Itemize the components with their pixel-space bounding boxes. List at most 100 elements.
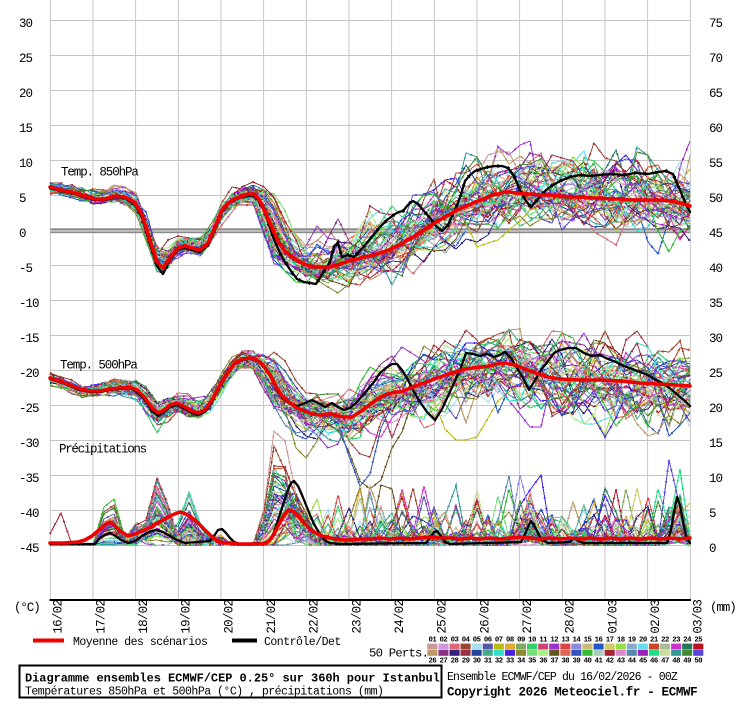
svg-text:12: 12 [550, 637, 558, 645]
svg-text:45: 45 [709, 227, 723, 241]
svg-text:18/02: 18/02 [137, 600, 151, 634]
svg-text:05: 05 [473, 637, 481, 645]
svg-text:10: 10 [709, 472, 723, 486]
svg-text:70: 70 [709, 52, 723, 66]
svg-text:35: 35 [709, 297, 723, 311]
svg-text:34: 34 [517, 657, 526, 665]
svg-text:Ensemble ECMWF/CEP du 16/02/20: Ensemble ECMWF/CEP du 16/02/2026 - 00Z [447, 671, 678, 684]
svg-text:37: 37 [550, 657, 558, 665]
svg-text:Temp. 850hPa: Temp. 850hPa [61, 166, 139, 180]
svg-text:42: 42 [606, 657, 614, 665]
svg-text:45: 45 [639, 657, 647, 665]
svg-text:11: 11 [539, 637, 548, 645]
svg-text:40: 40 [584, 657, 592, 665]
svg-text:25: 25 [19, 52, 33, 66]
svg-text:01: 01 [428, 637, 437, 645]
svg-text:16: 16 [595, 637, 603, 645]
svg-text:(mm): (mm) [710, 601, 736, 615]
svg-text:22: 22 [661, 637, 669, 645]
svg-text:Moyenne des scénarios: Moyenne des scénarios [73, 636, 207, 649]
svg-text:5: 5 [19, 192, 26, 206]
svg-text:5: 5 [709, 507, 716, 521]
svg-text:43: 43 [617, 657, 626, 665]
svg-text:50: 50 [709, 192, 723, 206]
svg-text:20/02: 20/02 [222, 600, 236, 634]
svg-text:01/03: 01/03 [606, 600, 620, 634]
svg-text:48: 48 [672, 657, 680, 665]
svg-text:23/02: 23/02 [350, 600, 364, 634]
svg-text:16/02: 16/02 [52, 600, 66, 634]
svg-text:60: 60 [709, 122, 723, 136]
svg-text:28: 28 [451, 657, 459, 665]
svg-text:-5: -5 [19, 262, 33, 276]
svg-text:08: 08 [506, 637, 514, 645]
svg-text:46: 46 [650, 657, 658, 665]
svg-text:-25: -25 [19, 402, 39, 416]
svg-text:0: 0 [709, 542, 716, 556]
svg-text:55: 55 [709, 157, 723, 171]
svg-text:38: 38 [561, 657, 569, 665]
svg-text:15: 15 [584, 637, 592, 645]
svg-text:15: 15 [19, 122, 33, 136]
svg-text:30: 30 [19, 17, 33, 31]
svg-text:35: 35 [528, 657, 536, 665]
svg-text:20: 20 [19, 87, 33, 101]
svg-text:-45: -45 [19, 542, 39, 556]
svg-text:21/02: 21/02 [265, 600, 279, 634]
svg-text:07: 07 [495, 637, 503, 645]
svg-text:10: 10 [528, 637, 536, 645]
svg-text:27: 27 [440, 657, 448, 665]
svg-text:49: 49 [683, 657, 691, 665]
svg-text:14: 14 [572, 637, 581, 645]
svg-text:06: 06 [484, 637, 492, 645]
svg-text:28/02: 28/02 [564, 600, 578, 634]
svg-text:75: 75 [709, 17, 723, 31]
svg-text:(°C): (°C) [14, 601, 40, 615]
svg-text:19/02: 19/02 [180, 600, 194, 634]
svg-text:Diagramme ensembles ECMWF/CEP: Diagramme ensembles ECMWF/CEP 0.25° sur … [25, 672, 440, 686]
svg-text:Précipitations: Précipitations [59, 443, 147, 457]
svg-text:41: 41 [595, 657, 604, 665]
svg-text:19: 19 [628, 637, 636, 645]
svg-text:-15: -15 [19, 332, 39, 346]
svg-text:Temp. 500hPa: Temp. 500hPa [60, 359, 138, 373]
svg-text:03/03: 03/03 [692, 600, 706, 634]
svg-text:39: 39 [572, 657, 580, 665]
svg-text:Températures 850hPa et 500hPa: Températures 850hPa et 500hPa (°C) , pré… [25, 686, 383, 699]
svg-text:24/02: 24/02 [393, 600, 407, 634]
svg-text:40: 40 [709, 262, 723, 276]
svg-text:25/02: 25/02 [436, 600, 450, 634]
svg-text:-10: -10 [19, 297, 39, 311]
svg-text:36: 36 [539, 657, 547, 665]
svg-text:25: 25 [694, 637, 702, 645]
svg-text:0: 0 [19, 227, 26, 241]
svg-text:15: 15 [709, 437, 723, 451]
svg-text:Contrôle/Det: Contrôle/Det [264, 636, 341, 649]
svg-text:27/02: 27/02 [521, 600, 535, 634]
svg-text:65: 65 [709, 87, 723, 101]
svg-text:17/02: 17/02 [94, 600, 108, 634]
svg-text:50 Perts.: 50 Perts. [369, 647, 428, 661]
svg-text:31: 31 [484, 657, 493, 665]
svg-text:44: 44 [628, 657, 637, 665]
svg-text:02/03: 02/03 [649, 600, 663, 634]
svg-text:18: 18 [617, 637, 625, 645]
svg-text:-20: -20 [19, 367, 39, 381]
svg-text:-30: -30 [19, 437, 39, 451]
svg-text:22/02: 22/02 [308, 600, 322, 634]
svg-text:32: 32 [495, 657, 503, 665]
svg-text:25: 25 [709, 367, 723, 381]
svg-text:-35: -35 [19, 472, 39, 486]
svg-text:21: 21 [650, 637, 659, 645]
svg-text:17: 17 [606, 637, 614, 645]
svg-text:-40: -40 [19, 507, 39, 521]
svg-text:30: 30 [473, 657, 481, 665]
svg-text:50: 50 [694, 657, 702, 665]
svg-text:10: 10 [19, 157, 33, 171]
svg-text:24: 24 [683, 637, 692, 645]
svg-text:04: 04 [462, 637, 471, 645]
svg-text:26: 26 [428, 657, 436, 665]
svg-text:Copyright 2026 Meteociel.fr -: Copyright 2026 Meteociel.fr - ECMWF [447, 685, 697, 699]
svg-text:23: 23 [672, 637, 681, 645]
svg-text:33: 33 [506, 657, 515, 665]
